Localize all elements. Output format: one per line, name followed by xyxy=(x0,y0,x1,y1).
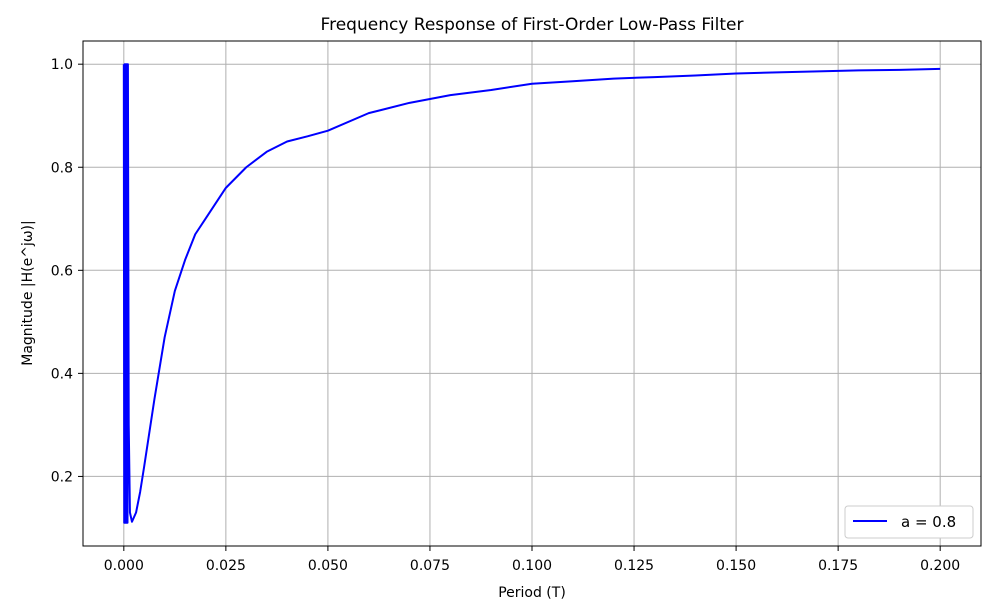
legend-label: a = 0.8 xyxy=(901,513,956,531)
y-tick-label: 1.0 xyxy=(51,57,73,73)
y-tick-label: 0.4 xyxy=(51,366,73,382)
chart-title: Frequency Response of First-Order Low-Pa… xyxy=(321,15,744,35)
grid xyxy=(83,41,981,546)
legend: a = 0.8 xyxy=(844,505,974,539)
x-axis-label: Period (T) xyxy=(498,585,566,601)
x-tick-label: 0.175 xyxy=(818,558,858,574)
y-tick-label: 0.6 xyxy=(51,263,73,279)
ticks: 0.000 0.025 0.050 0.075 0.100 0.125 0.150 0.175… xyxy=(51,57,960,574)
series-line xyxy=(122,63,941,524)
x-tick-label: 0.075 xyxy=(410,558,450,574)
plot-frame xyxy=(82,40,982,547)
x-tick-label: 0.100 xyxy=(512,558,552,574)
x-tick-label: 0.025 xyxy=(206,558,246,574)
series-layer xyxy=(122,63,941,524)
legend-box xyxy=(844,505,974,539)
x-tick-label: 0.125 xyxy=(614,558,654,574)
x-tick-label: 0.150 xyxy=(716,558,756,574)
x-tick-label: 0.000 xyxy=(104,558,144,574)
x-tick-label: 0.050 xyxy=(308,558,348,574)
x-tick-label: 0.200 xyxy=(920,558,960,574)
y-axis-label: Magnitude |H(e^jω)| xyxy=(20,220,36,365)
y-tick-label: 0.8 xyxy=(51,160,73,176)
y-tick-label: 0.2 xyxy=(51,469,73,485)
